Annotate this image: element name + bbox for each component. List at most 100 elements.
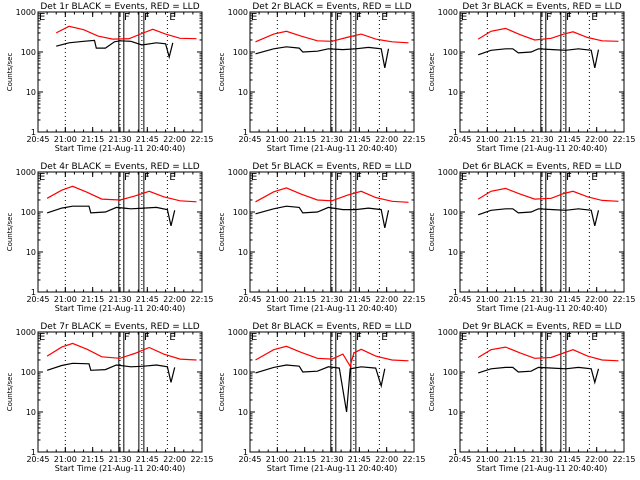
- x-tick-label: 21:00: [476, 295, 499, 304]
- y-tick-label: 1: [31, 128, 36, 137]
- chart-panel-9: Det 9r BLACK = Events, RED = LLD Counts/s…: [428, 322, 636, 473]
- x-tick-label: 20:45: [448, 455, 471, 464]
- marker-label: E: [381, 172, 387, 183]
- x-tick-label: 22:15: [402, 295, 425, 304]
- marker-label: F: [144, 172, 150, 183]
- y-axis-label: Counts/sec: [218, 373, 226, 412]
- chart-panel-7: Det 7r BLACK = Events, RED = LLD Counts/s…: [6, 322, 214, 473]
- marker-label: F: [566, 332, 572, 343]
- y-tick-label: 1: [453, 448, 458, 457]
- y-tick-label: 10: [448, 408, 458, 417]
- y-tick-label: 1: [453, 128, 458, 137]
- x-tick-label: 21:45: [558, 295, 581, 304]
- y-tick-label: 1: [243, 128, 248, 137]
- marker-label: E: [591, 172, 597, 183]
- marker-label: E: [461, 172, 467, 183]
- marker-label: E: [251, 12, 257, 23]
- x-tick-label: 20:45: [238, 135, 261, 144]
- x-tick-label: 22:15: [612, 455, 635, 464]
- y-tick-label: 1000: [16, 168, 36, 177]
- x-axis-label: Start Time (21-Aug-11 20:40:40): [267, 144, 398, 153]
- x-tick-label: 21:00: [476, 455, 499, 464]
- marker-label: F: [546, 172, 552, 183]
- marker-label: E: [251, 172, 257, 183]
- x-tick-label: 22:15: [612, 135, 635, 144]
- marker-label: E: [169, 332, 175, 343]
- marker-label: F: [144, 332, 150, 343]
- x-tick-label: 22:00: [163, 135, 186, 144]
- x-tick-label: 22:00: [375, 295, 398, 304]
- marker-label: E: [381, 332, 387, 343]
- chart-panel-5: Det 5r BLACK = Events, RED = LLD Counts/s…: [218, 162, 426, 313]
- lld-rate-line: [46, 342, 197, 361]
- x-tick-label: 21:45: [558, 135, 581, 144]
- y-axis-label: Counts/sec: [6, 213, 14, 252]
- x-tick-label: 21:30: [320, 135, 343, 144]
- y-tick-label: 100: [233, 48, 248, 57]
- y-tick-label: 1000: [438, 168, 458, 177]
- event-rate-line: [255, 205, 390, 229]
- x-tick-label: 21:45: [136, 295, 159, 304]
- chart-title: Det 2r BLACK = Events, RED = LLD: [252, 2, 411, 12]
- y-axis-label: Counts/sec: [6, 53, 14, 92]
- marker-label: E: [169, 172, 175, 183]
- y-tick-label: 1: [453, 288, 458, 297]
- x-tick-label: 20:45: [26, 455, 49, 464]
- x-axis-label: Start Time (21-Aug-11 20:40:40): [55, 304, 186, 313]
- chart-panel-6: Det 6r BLACK = Events, RED = LLD Counts/s…: [428, 162, 636, 313]
- lld-rate-line: [255, 30, 409, 44]
- x-tick-label: 21:30: [320, 455, 343, 464]
- x-tick-label: 20:45: [448, 135, 471, 144]
- y-tick-label: 100: [443, 368, 458, 377]
- x-tick-label: 22:00: [163, 455, 186, 464]
- y-tick-label: 10: [448, 88, 458, 97]
- y-tick-label: 10: [26, 408, 36, 417]
- x-tick-label: 21:30: [530, 455, 553, 464]
- x-tick-label: 21:45: [136, 455, 159, 464]
- chart-panel-1: Det 1r BLACK = Events, RED = LLD Counts/s…: [6, 2, 214, 153]
- x-tick-label: 22:15: [190, 135, 213, 144]
- y-tick-label: 10: [238, 248, 248, 257]
- lld-rate-line: [255, 345, 409, 368]
- event-rate-line: [56, 39, 174, 60]
- y-tick-label: 100: [443, 208, 458, 217]
- x-tick-label: 22:00: [375, 455, 398, 464]
- x-tick-label: 20:45: [238, 455, 261, 464]
- marker-label: F: [566, 172, 572, 183]
- y-tick-label: 1: [31, 448, 36, 457]
- x-tick-label: 21:15: [503, 455, 526, 464]
- x-tick-label: 22:15: [402, 135, 425, 144]
- x-tick-label: 21:30: [530, 295, 553, 304]
- y-tick-label: 10: [238, 88, 248, 97]
- marker-label: F: [356, 332, 362, 343]
- lld-rate-line: [477, 27, 619, 42]
- x-tick-label: 22:15: [190, 295, 213, 304]
- x-tick-label: 21:00: [54, 135, 77, 144]
- lld-rate-line: [46, 185, 197, 203]
- x-tick-label: 21:15: [293, 135, 316, 144]
- x-tick-label: 20:45: [448, 295, 471, 304]
- x-tick-label: 21:00: [476, 135, 499, 144]
- lld-rate-line: [55, 25, 197, 40]
- event-rate-line: [46, 205, 176, 227]
- x-tick-label: 22:00: [585, 135, 608, 144]
- x-tick-label: 21:30: [320, 295, 343, 304]
- chart-panel-4: Det 4r BLACK = Events, RED = LLD Counts/s…: [6, 162, 214, 313]
- x-tick-label: 21:45: [136, 135, 159, 144]
- chart-title: Det 8r BLACK = Events, RED = LLD: [252, 322, 411, 332]
- marker-label: F: [566, 12, 572, 23]
- y-tick-label: 100: [21, 48, 36, 57]
- x-tick-label: 21:45: [348, 295, 371, 304]
- x-axis-label: Start Time (21-Aug-11 20:40:40): [267, 464, 398, 473]
- x-tick-label: 22:00: [585, 455, 608, 464]
- y-tick-label: 1000: [16, 328, 36, 337]
- y-tick-label: 100: [443, 48, 458, 57]
- y-tick-label: 1000: [438, 328, 458, 337]
- marker-label: E: [169, 12, 175, 23]
- chart-title: Det 9r BLACK = Events, RED = LLD: [462, 322, 621, 332]
- x-axis-label: Start Time (21-Aug-11 20:40:40): [477, 304, 608, 313]
- x-axis-label: Start Time (21-Aug-11 20:40:40): [55, 144, 186, 153]
- marker-label: F: [546, 12, 552, 23]
- event-rate-line: [478, 48, 600, 69]
